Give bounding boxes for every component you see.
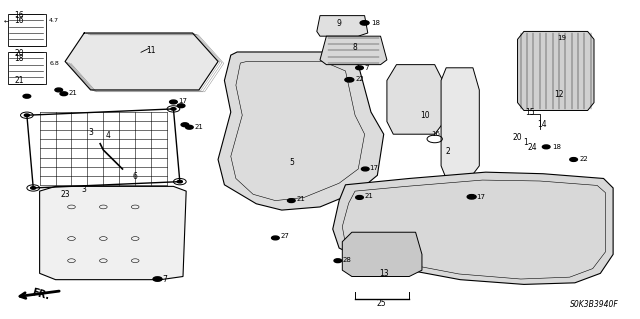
Circle shape (570, 158, 577, 161)
Circle shape (362, 167, 369, 171)
Circle shape (177, 180, 182, 183)
Text: 12: 12 (554, 90, 564, 99)
Text: 19: 19 (557, 35, 566, 41)
Circle shape (171, 108, 176, 110)
Circle shape (287, 199, 295, 203)
Text: 24: 24 (527, 143, 537, 152)
Text: 3: 3 (82, 185, 86, 194)
Circle shape (23, 94, 31, 98)
Polygon shape (518, 32, 594, 110)
Circle shape (60, 92, 68, 96)
Text: 22: 22 (356, 76, 364, 82)
Text: 7: 7 (162, 275, 167, 284)
Polygon shape (218, 52, 384, 210)
Text: 22: 22 (580, 156, 589, 162)
Circle shape (271, 236, 279, 240)
Polygon shape (342, 232, 422, 277)
Text: 28: 28 (343, 257, 352, 263)
Polygon shape (441, 68, 479, 178)
Text: 17: 17 (179, 98, 188, 104)
Circle shape (467, 195, 476, 199)
Text: S0K3B3940F: S0K3B3940F (570, 300, 618, 309)
Text: 14: 14 (537, 120, 547, 129)
Text: 20: 20 (513, 133, 522, 142)
Text: 4.7: 4.7 (49, 18, 59, 23)
Circle shape (31, 187, 36, 189)
Text: 7: 7 (365, 65, 369, 71)
Circle shape (356, 196, 364, 199)
Polygon shape (317, 16, 368, 36)
Text: 16: 16 (431, 131, 440, 137)
Text: 11: 11 (147, 46, 156, 55)
Text: 13: 13 (379, 269, 388, 278)
Text: 6.8: 6.8 (49, 61, 59, 65)
Text: 2: 2 (445, 147, 450, 156)
Circle shape (186, 125, 193, 129)
Circle shape (55, 88, 63, 92)
Circle shape (170, 100, 177, 104)
Circle shape (544, 35, 554, 40)
Circle shape (360, 21, 369, 25)
Text: 23: 23 (60, 190, 70, 199)
Text: 21: 21 (69, 90, 78, 96)
Text: 1: 1 (523, 137, 527, 147)
Text: 16: 16 (15, 16, 24, 25)
Text: 3: 3 (88, 128, 93, 137)
Circle shape (356, 66, 364, 70)
Text: 4: 4 (106, 131, 111, 140)
Text: 25: 25 (377, 299, 387, 308)
Text: 18: 18 (552, 144, 561, 150)
Circle shape (542, 145, 550, 149)
Circle shape (181, 123, 189, 127)
Polygon shape (40, 186, 186, 280)
Text: 15: 15 (525, 108, 535, 116)
Text: FR.: FR. (31, 288, 51, 302)
Circle shape (177, 104, 185, 108)
Circle shape (345, 78, 354, 82)
Circle shape (24, 114, 29, 116)
Text: 21: 21 (296, 196, 305, 202)
Text: 8: 8 (353, 43, 357, 52)
Text: 16: 16 (15, 11, 24, 20)
Circle shape (334, 259, 342, 263)
Text: 5: 5 (289, 158, 294, 167)
Text: ←: ← (4, 18, 9, 23)
Text: 21: 21 (15, 76, 24, 85)
Polygon shape (333, 172, 613, 285)
FancyBboxPatch shape (8, 14, 46, 46)
Text: 21: 21 (195, 124, 204, 130)
Text: 17: 17 (476, 194, 485, 200)
Text: 6: 6 (132, 172, 138, 182)
Circle shape (153, 277, 162, 281)
Text: 18: 18 (15, 54, 24, 63)
Text: 20: 20 (15, 49, 24, 58)
Polygon shape (387, 65, 444, 134)
FancyBboxPatch shape (8, 52, 46, 84)
Polygon shape (320, 36, 387, 65)
Text: 18: 18 (371, 20, 380, 26)
Text: 27: 27 (280, 233, 289, 239)
Text: 9: 9 (337, 19, 342, 28)
Text: 10: 10 (420, 111, 430, 120)
Text: 17: 17 (370, 165, 379, 171)
Polygon shape (65, 33, 218, 90)
Text: 21: 21 (365, 193, 374, 199)
